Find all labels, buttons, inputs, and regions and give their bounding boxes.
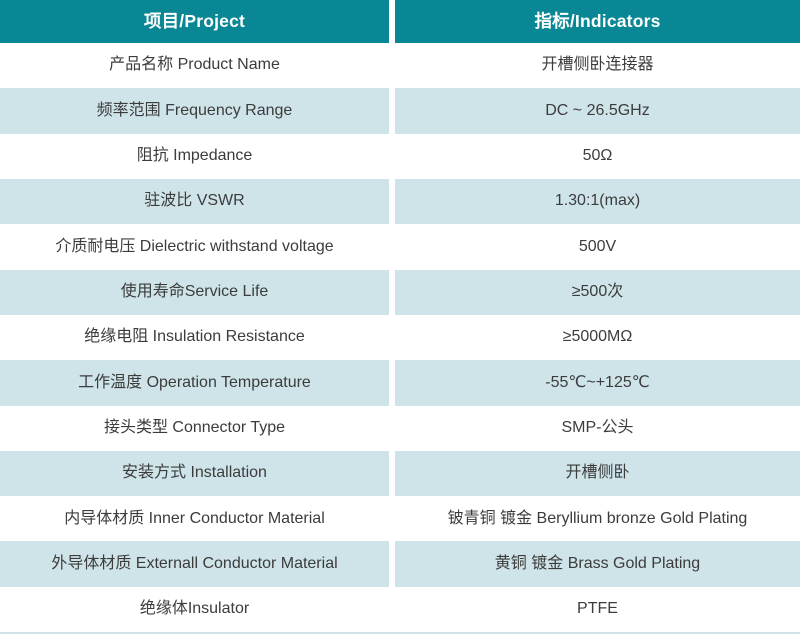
- project-cell: 绝缘电阻 Insulation Resistance: [84, 328, 305, 346]
- indicator-cell: 开槽侧卧连接器: [541, 56, 654, 74]
- indicator-cell: ≥5000MΩ: [562, 328, 633, 346]
- table-row-operation-temperature: 工作温度 Operation Temperature -55℃~+125℃: [0, 360, 800, 406]
- table-row-installation: 安装方式 Installation 开槽侧卧: [0, 450, 800, 497]
- project-cell: 内导体材质 Inner Conductor Material: [64, 509, 325, 527]
- indicator-cell: 铍青铜 镀金 Beryllium bronze Gold Plating: [447, 509, 748, 527]
- column-divider: [389, 0, 395, 43]
- column-divider: [389, 224, 395, 270]
- project-cell: 驻波比 VSWR: [0, 178, 389, 225]
- project-cell: 介质耐电压 Dielectric withstand voltage: [55, 237, 334, 255]
- indicator-cell: 1.30:1(max): [395, 178, 800, 225]
- indicator-cell: SMP-公头: [561, 418, 634, 436]
- project-cell: 安装方式 Installation: [0, 450, 389, 497]
- column-divider: [389, 360, 395, 406]
- table-row-service-life: 使用寿命Service Life ≥500次: [0, 269, 800, 315]
- column-divider: [389, 178, 395, 225]
- indicator-cell: -55℃~+125℃: [395, 360, 800, 406]
- table-row-vswr: 驻波比 VSWR 1.30:1(max): [0, 178, 800, 225]
- table-row-insulation-resistance: 绝缘电阻 Insulation Resistance ≥5000MΩ: [0, 314, 800, 361]
- indicator-cell: 50Ω: [582, 147, 613, 165]
- project-cell: 产品名称 Product Name: [109, 56, 280, 74]
- table-row-product-name: 产品名称 Product Name 开槽侧卧连接器: [0, 43, 800, 89]
- indicator-cell: DC ~ 26.5GHz: [395, 88, 800, 134]
- table-row-dielectric-withstand-voltage: 介质耐电压 Dielectric withstand voltage 500V: [0, 224, 800, 270]
- project-cell: 工作温度 Operation Temperature: [0, 360, 389, 406]
- table-row-external-conductor-material: 外导体材质 Externall Conductor Material 黄铜 镀金…: [0, 541, 800, 587]
- column-divider: [389, 496, 395, 542]
- project-cell: 频率范围 Frequency Range: [0, 88, 389, 134]
- column-divider: [389, 88, 395, 134]
- column-divider: [389, 541, 395, 587]
- project-cell: 外导体材质 Externall Conductor Material: [0, 541, 389, 587]
- next-row-sliver: [0, 632, 800, 634]
- indicator-cell: ≥500次: [395, 269, 800, 315]
- table-row-frequency-range: 频率范围 Frequency Range DC ~ 26.5GHz: [0, 88, 800, 134]
- indicator-cell: 500V: [578, 237, 617, 255]
- project-cell: 绝缘体Insulator: [139, 600, 250, 618]
- indicator-cell: 黄铜 镀金 Brass Gold Plating: [395, 541, 800, 587]
- column-divider: [389, 314, 395, 361]
- column-divider: [389, 450, 395, 497]
- table-row-insulator: 绝缘体Insulator PTFE: [0, 586, 800, 633]
- column-divider: [389, 43, 395, 89]
- project-cell: 阻抗 Impedance: [136, 147, 253, 165]
- table-header-row: 项目/Project 指标/Indicators: [0, 0, 800, 43]
- column-divider: [389, 586, 395, 633]
- header-cell-project: 项目/Project: [143, 11, 246, 32]
- table-row-connector-type: 接头类型 Connector Type SMP-公头: [0, 405, 800, 451]
- column-divider: [389, 405, 395, 451]
- table-row-inner-conductor-material: 内导体材质 Inner Conductor Material 铍青铜 镀金 Be…: [0, 496, 800, 542]
- table-row-impedance: 阻抗 Impedance 50Ω: [0, 133, 800, 179]
- header-cell-indicators: 指标/Indicators: [534, 11, 661, 32]
- column-divider: [389, 269, 395, 315]
- column-divider: [389, 133, 395, 179]
- project-cell: 接头类型 Connector Type: [103, 418, 286, 436]
- indicator-cell: 开槽侧卧: [395, 450, 800, 497]
- indicator-cell: PTFE: [577, 600, 618, 618]
- project-cell: 使用寿命Service Life: [0, 269, 389, 315]
